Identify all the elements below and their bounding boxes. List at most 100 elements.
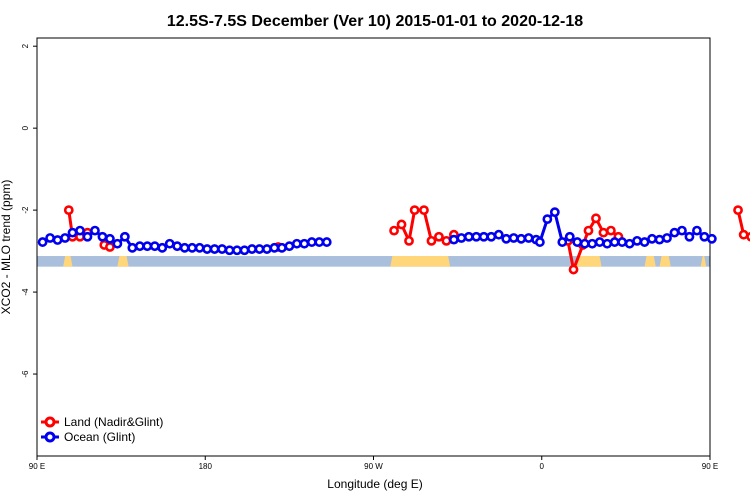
- data-point: [606, 225, 616, 236]
- data-point: [434, 231, 444, 242]
- data-point: [549, 207, 560, 218]
- data-point: [602, 238, 613, 249]
- data-point: [37, 237, 48, 247]
- data-point: [426, 235, 437, 246]
- data-point: [269, 242, 280, 253]
- ocean-series: [37, 207, 717, 256]
- data-point: [684, 231, 695, 242]
- legend-land-label: Land (Nadir&Glint): [64, 415, 163, 429]
- data-point: [149, 241, 160, 252]
- data-point: [67, 227, 78, 238]
- data-point: [75, 225, 85, 236]
- data-point: [441, 235, 452, 246]
- data-point: [321, 237, 332, 247]
- legend: Land (Nadir&Glint) Ocean (Glint): [41, 415, 163, 444]
- data-point: [654, 234, 665, 245]
- land-segment: [390, 256, 451, 267]
- y-tick-label: 0: [21, 125, 30, 130]
- data-point: [389, 225, 399, 236]
- y-tick-label: -2: [21, 206, 30, 214]
- data-point: [598, 227, 609, 238]
- data-point: [306, 237, 317, 247]
- data-point: [456, 233, 467, 243]
- data-point: [463, 231, 474, 242]
- x-tick-label: 180: [199, 462, 213, 471]
- data-point: [105, 233, 115, 244]
- y-tick-label: -6: [21, 370, 30, 378]
- data-point: [624, 238, 635, 249]
- legend-ocean-label: Ocean (Glint): [64, 430, 135, 444]
- x-tick-label: 90 E: [29, 462, 45, 471]
- data-point: [591, 213, 601, 224]
- data-point: [534, 237, 545, 247]
- data-point: [105, 242, 115, 252]
- data-point: [632, 235, 642, 246]
- data-point: [738, 229, 749, 240]
- data-point: [60, 233, 70, 243]
- data-point: [202, 244, 213, 254]
- data-point: [284, 241, 295, 252]
- data-point: [247, 244, 257, 254]
- x-tick-label: 0: [540, 462, 545, 471]
- data-point: [209, 244, 220, 254]
- data-point: [557, 237, 568, 247]
- data-point: [262, 244, 272, 254]
- data-point: [82, 231, 93, 242]
- data-point: [692, 225, 702, 236]
- data-point: [564, 231, 575, 242]
- data-point: [127, 242, 138, 253]
- data-point: [617, 237, 628, 247]
- data-point: [142, 241, 153, 252]
- data-point: [583, 225, 594, 236]
- y-axis-label: XCO2 - MLO trend (ppm): [0, 180, 13, 315]
- data-point: [669, 227, 680, 238]
- data-point: [291, 238, 302, 249]
- series-group: [37, 205, 750, 275]
- land-segment: [575, 256, 602, 267]
- data-point: [493, 229, 504, 240]
- data-point: [587, 238, 598, 249]
- data-point: [172, 241, 183, 252]
- data-point: [419, 205, 429, 216]
- data-point: [448, 234, 459, 245]
- data-point: [194, 242, 205, 253]
- data-point: [119, 231, 130, 242]
- data-point: [157, 242, 168, 253]
- data-point: [594, 237, 605, 247]
- data-point: [501, 233, 512, 244]
- ocean-band: [37, 256, 710, 267]
- data-point: [662, 233, 672, 243]
- legend-ocean-marker: [44, 431, 56, 443]
- x-tick-label: 90 W: [364, 462, 383, 471]
- data-point: [134, 241, 145, 252]
- land-ocean-strip: [37, 256, 710, 267]
- data-point: [239, 245, 250, 256]
- data-point: [63, 205, 74, 216]
- data-point: [409, 205, 420, 216]
- data-point: [639, 237, 650, 247]
- data-point: [699, 231, 710, 242]
- data-point: [52, 235, 63, 245]
- data-point: [404, 235, 414, 246]
- land-segment: [700, 256, 707, 267]
- data-point: [97, 231, 108, 242]
- data-point: [314, 237, 325, 247]
- data-point: [396, 219, 407, 230]
- y-tick-label: -4: [21, 288, 30, 296]
- data-point: [542, 214, 553, 225]
- data-point: [523, 233, 534, 243]
- x-tick-label: 90 E: [702, 462, 718, 471]
- data-point: [572, 237, 583, 247]
- data-point: [164, 238, 175, 249]
- data-point: [579, 238, 590, 249]
- data-point: [677, 225, 687, 236]
- data-point: [112, 238, 123, 249]
- data-point: [516, 233, 527, 244]
- x-axis: 90 E 180 90 W 0 90 E: [29, 456, 718, 471]
- data-point: [647, 233, 657, 244]
- y-tick-label: 2: [21, 43, 30, 48]
- data-point: [471, 231, 482, 242]
- land-segment: [117, 256, 129, 267]
- legend-land-marker: [44, 416, 56, 428]
